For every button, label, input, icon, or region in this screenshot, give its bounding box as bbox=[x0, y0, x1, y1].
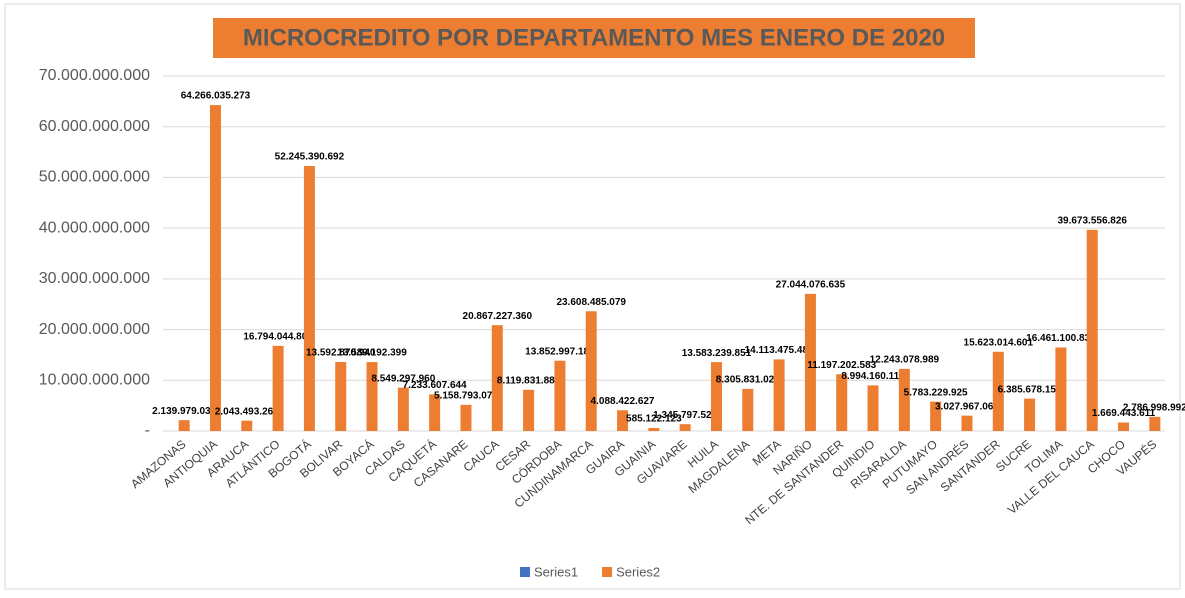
bar bbox=[804, 293, 816, 431]
data-label: 2.786.998.992 bbox=[1123, 403, 1185, 414]
data-label: 7.233.607.644 bbox=[403, 380, 467, 391]
bar bbox=[429, 394, 441, 431]
y-tick-label: 30.000.000.000 bbox=[39, 270, 150, 287]
bar bbox=[554, 360, 566, 431]
bar bbox=[241, 420, 253, 431]
bar bbox=[491, 325, 503, 431]
bar bbox=[648, 428, 660, 431]
data-label: 2.139.979.032 bbox=[152, 406, 216, 417]
bar bbox=[992, 351, 1004, 431]
data-label: 64.266.035.273 bbox=[181, 91, 251, 102]
y-tick-label: 40.000.000.000 bbox=[39, 219, 150, 236]
bar bbox=[1055, 347, 1067, 431]
bar bbox=[679, 424, 691, 431]
data-label: 1.669.443.611 bbox=[1092, 408, 1156, 419]
data-label: 16.461.100.839 bbox=[1026, 333, 1096, 344]
data-label: 52.245.390.692 bbox=[275, 152, 345, 163]
bar bbox=[773, 359, 785, 431]
bar bbox=[1024, 398, 1036, 431]
title-box bbox=[213, 18, 975, 58]
y-tick-label: 60.000.000.000 bbox=[39, 118, 150, 135]
y-tick-label: 10.000.000.000 bbox=[39, 372, 150, 389]
data-label: 5.158.793.076 bbox=[434, 390, 498, 401]
data-label: 14.113.475.482 bbox=[745, 345, 814, 356]
chart-border bbox=[4, 3, 1181, 590]
data-label: 585.122.123 bbox=[626, 414, 682, 425]
bar bbox=[272, 345, 284, 431]
legend-label: Series1 bbox=[534, 564, 578, 579]
data-label: 11.197.202.583 bbox=[807, 360, 876, 371]
bar bbox=[867, 385, 879, 431]
y-tick-label: - bbox=[145, 422, 150, 439]
data-label: 20.867.227.360 bbox=[463, 311, 533, 322]
bar bbox=[742, 388, 754, 431]
data-label: 6.385.678.158 bbox=[998, 384, 1062, 395]
data-label: 13.852.997.182 bbox=[525, 346, 595, 357]
data-label: 27.044.076.635 bbox=[776, 279, 846, 290]
data-label: 2.043.493.261 bbox=[215, 406, 279, 417]
bar bbox=[397, 387, 409, 431]
bar bbox=[303, 166, 315, 431]
bar bbox=[930, 401, 942, 431]
bar bbox=[460, 404, 472, 431]
legend-label: Series2 bbox=[616, 564, 660, 579]
data-label: 5.783.229.925 bbox=[904, 387, 968, 398]
data-label: 3.027.967.068 bbox=[935, 401, 999, 412]
chart-title: MICROCREDITO POR DEPARTAMENTO MES ENERO … bbox=[243, 24, 945, 51]
data-label: 13.592.870.940 bbox=[306, 348, 376, 359]
y-tick-label: 20.000.000.000 bbox=[39, 321, 150, 338]
bar bbox=[1149, 416, 1161, 431]
data-label: 8.119.831.884 bbox=[497, 375, 561, 386]
bar bbox=[585, 311, 597, 431]
bar bbox=[335, 362, 347, 431]
bar bbox=[1086, 229, 1098, 431]
data-label: 13.583.239.851 bbox=[682, 348, 752, 359]
data-label: 4.088.422.627 bbox=[591, 396, 655, 407]
bar bbox=[898, 368, 910, 431]
data-label: 23.608.485.079 bbox=[556, 297, 626, 308]
bar bbox=[1118, 422, 1130, 431]
data-label: 1.345.797.529 bbox=[653, 410, 717, 421]
bar bbox=[366, 362, 378, 431]
data-label: 8.549.297.960 bbox=[371, 373, 435, 384]
data-label: 12.243.078.989 bbox=[870, 355, 940, 366]
data-label: 39.673.556.826 bbox=[1057, 215, 1127, 226]
data-label: 13.589.192.399 bbox=[337, 348, 407, 359]
bar bbox=[209, 105, 221, 431]
y-tick-label: 70.000.000.000 bbox=[39, 67, 150, 84]
legend-swatch bbox=[520, 567, 530, 577]
bar bbox=[710, 362, 722, 431]
bar bbox=[178, 420, 190, 431]
data-label: 16.794.044.804 bbox=[243, 331, 313, 342]
bar bbox=[836, 374, 848, 431]
data-label: 8.305.831.029 bbox=[716, 375, 780, 386]
data-label: 8.994.160.110 bbox=[841, 371, 905, 382]
legend-swatch bbox=[602, 567, 613, 577]
y-tick-label: 50.000.000.000 bbox=[39, 169, 150, 186]
bar bbox=[523, 389, 535, 431]
bar bbox=[961, 415, 973, 431]
bar bbox=[617, 410, 629, 431]
data-label: 15.623.014.601 bbox=[964, 337, 1034, 348]
